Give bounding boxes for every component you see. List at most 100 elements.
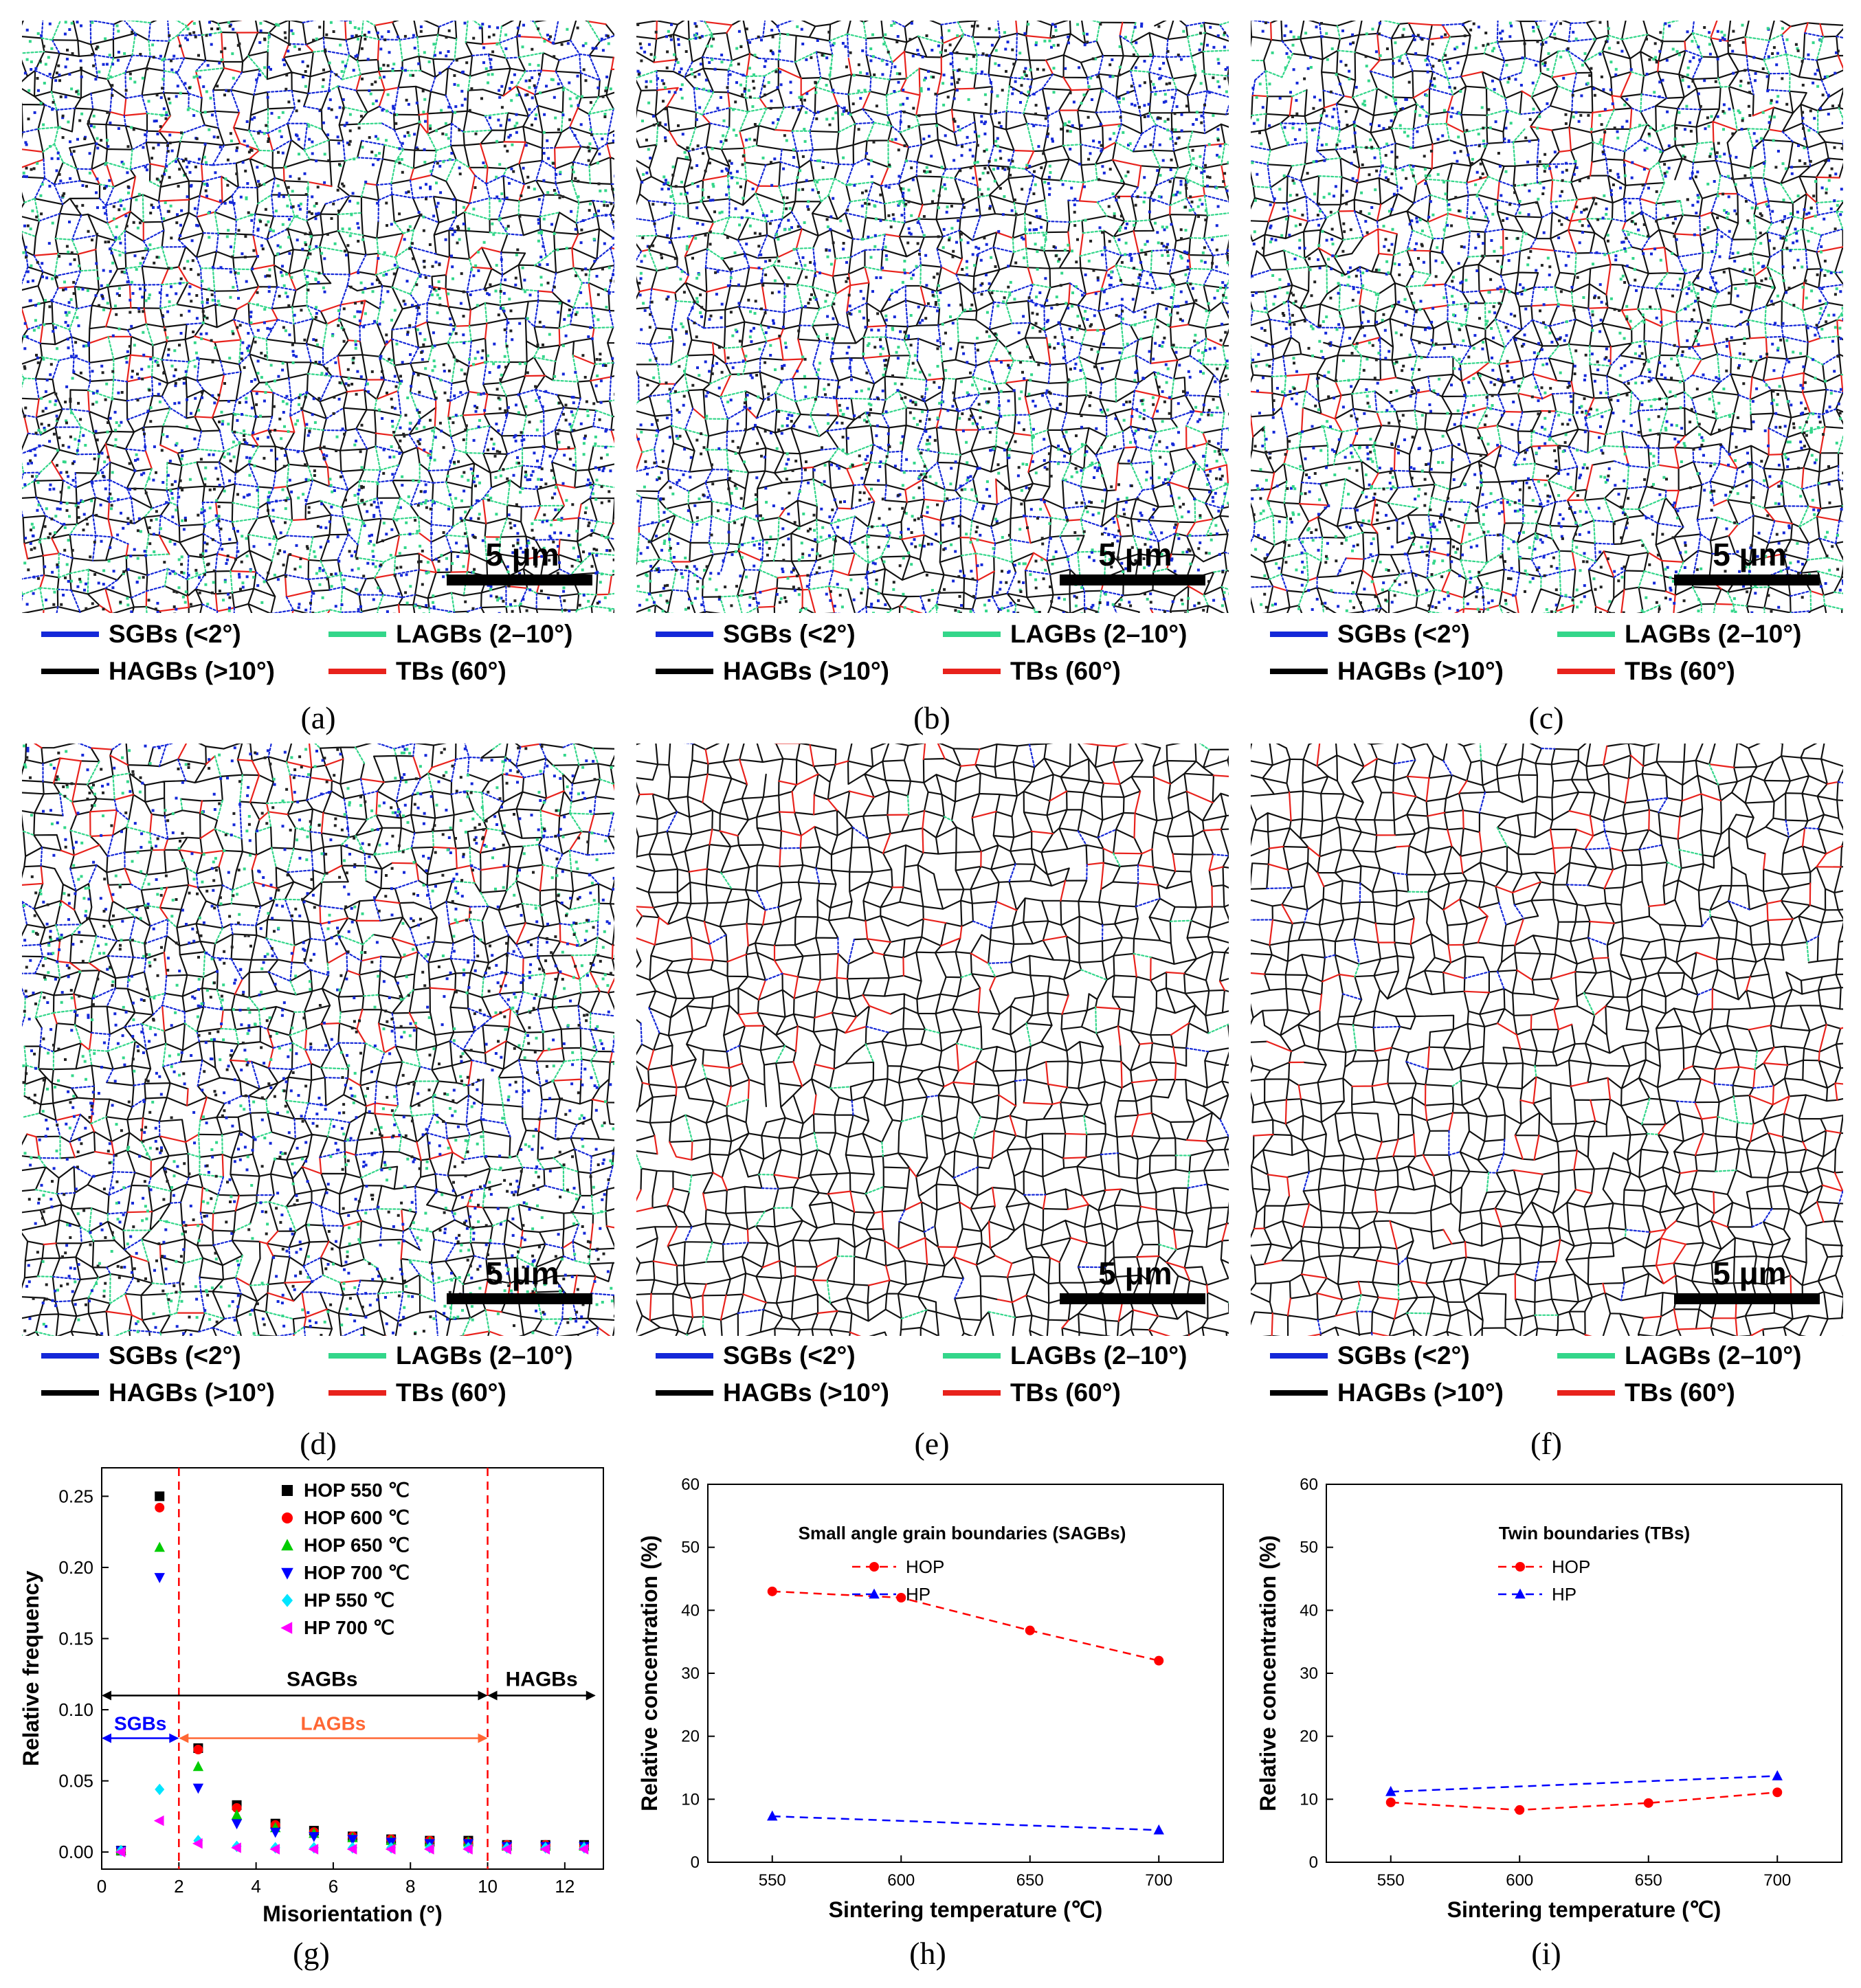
data-point (154, 1541, 165, 1552)
y-tick-label: 0.05 (58, 1771, 93, 1791)
tbs-swatch (328, 669, 386, 674)
scale-label-e: 5 μm (1098, 1255, 1172, 1291)
y-axis-label: Relative frequency (19, 1571, 43, 1767)
sgb-lines (636, 21, 1229, 613)
legend-marker (282, 1485, 293, 1496)
legend-item-lagbs: LAGBs (2–10°) (328, 620, 572, 649)
legend-label-hagbs: HAGBs (>10°) (1337, 1378, 1504, 1407)
legend-label: HOP 550 ℃ (304, 1479, 410, 1501)
ebsd-map-c (1251, 21, 1843, 613)
scale-label-b: 5 μm (1098, 537, 1172, 572)
boundary-lines (636, 744, 1229, 1336)
sgbs-swatch (41, 1353, 99, 1359)
y-tick-label: 60 (1300, 1475, 1318, 1494)
legend-item-hagbs: HAGBs (>10°) (1270, 1378, 1504, 1407)
hagbs-swatch (1270, 669, 1328, 674)
legend-label: HOP 650 ℃ (304, 1534, 410, 1556)
tb-lines (1251, 744, 1843, 1336)
data-point (501, 1844, 511, 1855)
data-point (155, 1783, 165, 1796)
legend-label-lagbs: LAGBs (2–10°) (1625, 1341, 1802, 1370)
data-point (1153, 1824, 1164, 1835)
scale-bar-f (1674, 1293, 1820, 1304)
legend-item-tbs: TBs (60°) (328, 1378, 506, 1407)
legend-f: SGBs (<2°) LAGBs (2–10°) HAGBs (>10°) TB… (1263, 1339, 1840, 1414)
data-point (1385, 1785, 1396, 1796)
x-tick-label: 700 (1763, 1871, 1791, 1890)
x-axis-label: Sintering temperature (℃) (829, 1897, 1103, 1922)
legend-label-hagbs: HAGBs (>10°) (723, 657, 889, 685)
hagbs-swatch (656, 1390, 713, 1396)
legend-label-sgbs: SGBs (<2°) (723, 620, 856, 648)
lagbs-arrow (179, 1733, 488, 1743)
lagb-speckle (1251, 21, 1843, 613)
series-line (1390, 1791, 1778, 1811)
y-tick-label: 30 (681, 1664, 700, 1683)
legend-item-sgbs: SGBs (<2°) (1270, 620, 1470, 649)
series-2 (115, 1541, 590, 1855)
sgbs-arrow (102, 1733, 179, 1743)
hagbs-swatch (1270, 1390, 1328, 1396)
legend-item-tbs: TBs (60°) (943, 1378, 1121, 1407)
x-tick-label: 6 (328, 1876, 338, 1897)
caption-b: (b) (913, 700, 950, 735)
legend-item-lagbs: LAGBs (2–10°) (943, 1341, 1187, 1370)
data-point (578, 1844, 589, 1855)
series-4 (116, 1783, 589, 1857)
data-point (385, 1844, 396, 1855)
tb-lines (636, 744, 1229, 1336)
scale-label-c: 5 μm (1713, 537, 1787, 572)
grain-boundary-network (636, 744, 1229, 1336)
x-tick-label: 650 (1635, 1871, 1662, 1890)
caption-d: (d) (300, 1426, 337, 1461)
legend-marker (1515, 1562, 1525, 1572)
sagbs-label: SAGBs (287, 1668, 357, 1690)
x-tick-label: 600 (887, 1871, 915, 1890)
boundary-lines (636, 21, 1229, 613)
x-tick-label: 10 (478, 1876, 498, 1897)
lagbs-swatch (1557, 632, 1615, 637)
data-point (155, 1502, 165, 1512)
hagb-lines (1251, 744, 1843, 1336)
y-tick-label: 0.00 (58, 1842, 93, 1862)
chart-title: Small angle grain boundaries (SAGBs) (799, 1523, 1126, 1543)
y-tick-label: 20 (1300, 1728, 1318, 1746)
chart-i-svg: 550 600 650 700 0 10 20 30 40 50 60 Sintering tempe… (1256, 1475, 1842, 1922)
sgb-lines (1251, 21, 1843, 613)
series-hp (767, 1810, 1164, 1835)
legend-label: HOP (906, 1556, 944, 1577)
scale-bar-b (1060, 574, 1205, 585)
series-hp (1385, 1770, 1783, 1796)
legend-label-lagbs: LAGBs (2–10°) (396, 1341, 573, 1370)
y-axis-label: Relative concentration (%) (637, 1535, 662, 1811)
grain-boundary-network (22, 744, 614, 1336)
data-point (308, 1844, 319, 1855)
legend-c: SGBs (<2°) LAGBs (2–10°) HAGBs (>10°) TB… (1263, 617, 1840, 693)
legend-item-tbs: TBs (60°) (1557, 1378, 1735, 1407)
data-point (767, 1810, 778, 1821)
legend-label-lagbs: LAGBs (2–10°) (1010, 1341, 1188, 1370)
sgbs-swatch (1270, 1353, 1328, 1359)
scale-label-d: 5 μm (485, 1255, 559, 1291)
legend-d: SGBs (<2°) LAGBs (2–10°) HAGBs (>10°) TB… (34, 1339, 612, 1414)
grain-boundary-network (1251, 21, 1843, 613)
legend-item-hagbs: HAGBs (>10°) (41, 1378, 275, 1407)
legend-item-tbs: TBs (60°) (328, 657, 506, 686)
legend-label: HOP 700 ℃ (304, 1562, 410, 1583)
sgbs-swatch (656, 1353, 713, 1359)
plot-frame (101, 1467, 604, 1870)
lagbs-swatch (328, 632, 386, 637)
data-point (896, 1593, 906, 1602)
legend-label-hagbs: HAGBs (>10°) (109, 657, 275, 685)
legend-label-tbs: TBs (60°) (1010, 657, 1121, 685)
sgb-lines (22, 744, 614, 1336)
sgb-lines (1251, 748, 1843, 1336)
x-tick-label: 4 (251, 1876, 260, 1897)
legend-b: SGBs (<2°) LAGBs (2–10°) HAGBs (>10°) TB… (649, 617, 1226, 693)
legend-label-tbs: TBs (60°) (1625, 657, 1735, 685)
scale-bar-a (447, 574, 592, 585)
legend-label-lagbs: LAGBs (2–10°) (1625, 620, 1802, 648)
legend-label-sgbs: SGBs (<2°) (723, 1341, 856, 1370)
data-point (192, 1838, 203, 1849)
x-tick-label: 550 (759, 1871, 786, 1890)
